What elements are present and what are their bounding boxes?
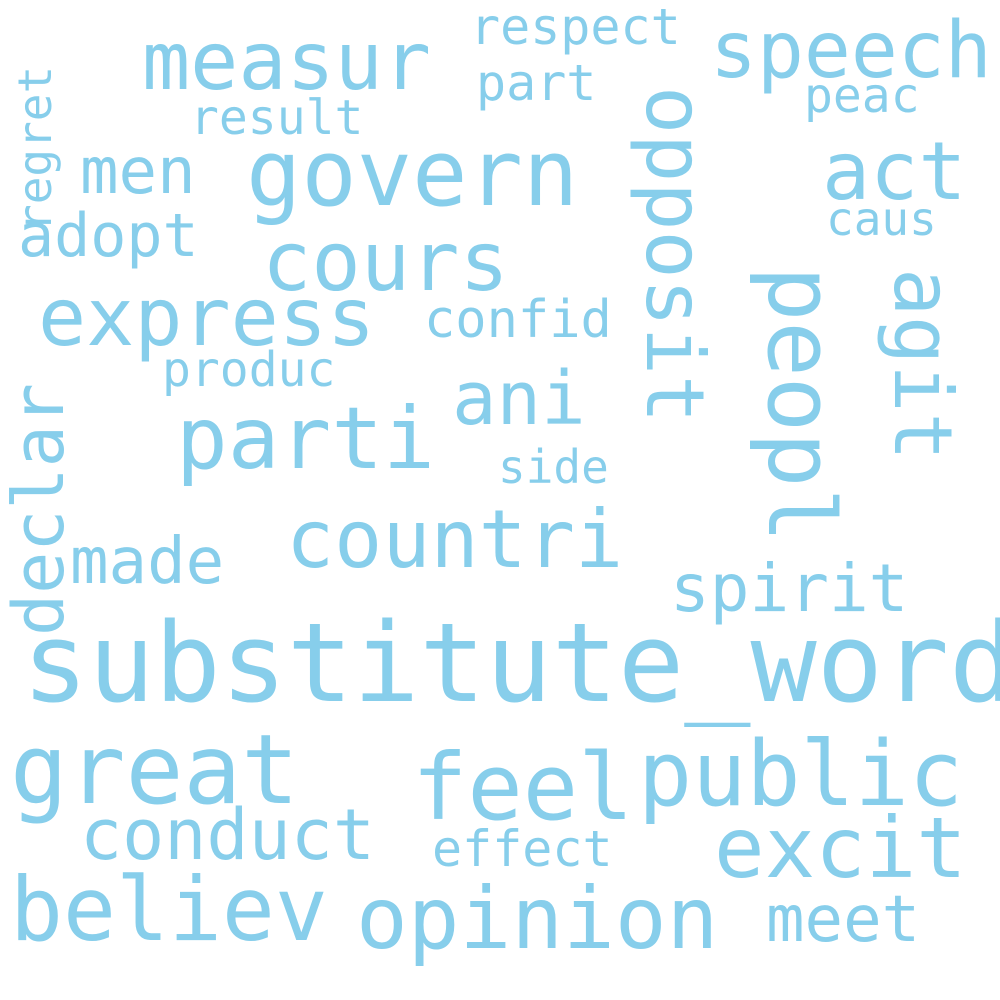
word-opinion: opinion: [356, 869, 719, 969]
word-excit: excit: [714, 799, 967, 897]
word-public: public: [638, 722, 964, 827]
word-believ: believ: [10, 858, 328, 961]
word-effect: effect: [432, 820, 613, 878]
word-produc: produc: [162, 342, 336, 398]
word-respect: respect: [470, 0, 681, 56]
word-express: express: [38, 271, 376, 364]
word-peopl: peopl: [747, 266, 854, 543]
word-great: great: [10, 714, 299, 826]
word-substitute-word: substitute_word: [22, 599, 1000, 727]
word-peac: peac: [804, 68, 920, 124]
word-countri: countri: [286, 493, 624, 586]
word-conduct: conduct: [80, 794, 376, 876]
word-opposit: opposit: [628, 86, 721, 424]
word-measur: measur: [142, 15, 431, 108]
word-govern: govern: [246, 120, 579, 227]
word-speech: speech: [710, 6, 992, 96]
word-side: side: [498, 440, 609, 494]
word-parti: parti: [176, 389, 435, 489]
word-spirit: spirit: [670, 550, 909, 627]
word-part: part: [476, 54, 597, 112]
word-adopt: adopt: [18, 201, 199, 271]
word-cours: cours: [262, 215, 509, 310]
word-feel: feel: [412, 734, 634, 841]
word-act: act: [822, 125, 967, 218]
word-regret: regret: [8, 65, 62, 232]
word-meet: meet: [766, 883, 921, 957]
word-made: made: [70, 525, 225, 599]
word-declar: declar: [0, 383, 80, 636]
word-ani: ani: [452, 356, 586, 442]
word-agit: agit: [876, 268, 969, 461]
word-caus: caus: [826, 192, 937, 246]
word-result: result: [190, 90, 364, 146]
word-confid: confid: [424, 290, 612, 350]
word-men: men: [80, 135, 196, 209]
